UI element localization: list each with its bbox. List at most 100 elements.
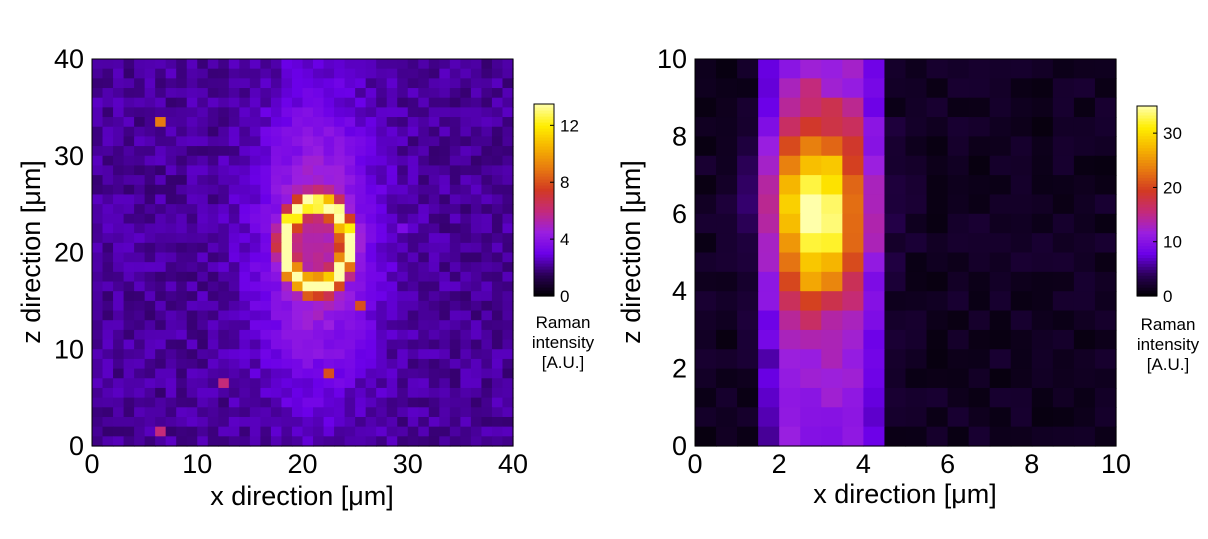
- heatmap-cell: [228, 184, 240, 196]
- heatmap-cell: [165, 271, 177, 283]
- heatmap-cell: [291, 155, 304, 167]
- heatmap-cell: [926, 368, 949, 389]
- heatmap-cell: [186, 175, 198, 186]
- colorbar-segment: [534, 119, 554, 123]
- heatmap-cell: [1031, 271, 1054, 292]
- heatmap-cell: [155, 358, 167, 370]
- heatmap-cell: [365, 378, 377, 389]
- heatmap-cell: [460, 165, 472, 176]
- heatmap-cell: [218, 126, 230, 138]
- heatmap-cell: [197, 242, 209, 254]
- heatmap-cell: [270, 426, 283, 437]
- heatmap-cell: [334, 310, 346, 321]
- heatmap-cell: [1073, 213, 1096, 234]
- heatmap-cell: [344, 358, 356, 370]
- heatmap-cell: [386, 262, 398, 273]
- heatmap-cell: [165, 165, 177, 176]
- heatmap-cell: [239, 165, 251, 176]
- heatmap-cell: [249, 242, 262, 254]
- heatmap-cell: [302, 349, 314, 360]
- heatmap-cell: [428, 78, 440, 89]
- heatmap-cell: [323, 242, 335, 254]
- heatmap-cell: [218, 426, 230, 437]
- heatmap-cell: [92, 426, 104, 437]
- heatmap-cell: [968, 271, 991, 292]
- heatmap-cell: [186, 252, 198, 263]
- heatmap-cell: [207, 252, 219, 263]
- heatmap-cell: [113, 358, 125, 370]
- heatmap-cell: [249, 165, 262, 176]
- heatmap-cell: [186, 397, 198, 408]
- heatmap-cell: [800, 387, 822, 408]
- heatmap-cell: [418, 204, 430, 215]
- heatmap-cell: [1094, 426, 1117, 447]
- heatmap-cell: [218, 155, 230, 167]
- y-tick-label: 20: [54, 238, 84, 268]
- heatmap-cell: [113, 378, 125, 389]
- heatmap-cell: [186, 97, 198, 108]
- heatmap-cell: [165, 397, 177, 408]
- heatmap-cell: [460, 271, 472, 283]
- heatmap-cell: [365, 126, 377, 138]
- heatmap-cell: [113, 387, 125, 399]
- heatmap-cell: [155, 436, 167, 447]
- heatmap-cell: [947, 136, 970, 157]
- heatmap-cell: [460, 329, 472, 341]
- heatmap-cell: [270, 329, 283, 341]
- heatmap-cell: [197, 155, 209, 167]
- heatmap-cell: [386, 378, 398, 389]
- heatmap-cell: [123, 310, 135, 321]
- heatmap-cell: [884, 271, 907, 292]
- heatmap-cell: [239, 107, 251, 118]
- heatmap-cell: [281, 194, 293, 205]
- heatmap-cell: [449, 59, 461, 70]
- heatmap-cell: [281, 368, 293, 379]
- heatmap-cell: [502, 358, 514, 370]
- heatmap-cell: [947, 117, 970, 137]
- heatmap-cell: [716, 97, 738, 118]
- heatmap-cell: [281, 358, 293, 370]
- heatmap-cell: [758, 194, 780, 215]
- heatmap-cell: [926, 252, 949, 273]
- heatmap-cell: [947, 387, 970, 408]
- heatmap-cell: [470, 59, 483, 70]
- heatmap-cell: [323, 397, 335, 408]
- heatmap-cell: [905, 252, 928, 273]
- heatmap-cell: [439, 329, 451, 341]
- heatmap-cell: [365, 194, 377, 205]
- x-tick-label: 6: [940, 449, 955, 479]
- heatmap-cell: [334, 184, 346, 196]
- heatmap-cell: [134, 136, 146, 147]
- heatmap-cell: [291, 184, 304, 196]
- heatmap-cell: [165, 252, 177, 263]
- heatmap-cell: [281, 271, 293, 283]
- heatmap-cell: [502, 126, 514, 138]
- colorbar-segment: [1137, 209, 1157, 214]
- heatmap-cell: [737, 252, 759, 273]
- heatmap-cell: [92, 126, 104, 138]
- heatmap-cell: [239, 281, 251, 292]
- heatmap-cell: [165, 97, 177, 108]
- heatmap-cell: [470, 310, 483, 321]
- heatmap-cell: [186, 78, 198, 89]
- heatmap-cell: [260, 310, 272, 321]
- heatmap-cell: [386, 291, 398, 302]
- heatmap-cell: [260, 184, 272, 196]
- heatmap-cell: [491, 126, 504, 138]
- heatmap-cell: [800, 329, 822, 350]
- heatmap-cell: [123, 397, 135, 408]
- heatmap-cell: [386, 204, 398, 215]
- heatmap-cell: [695, 233, 717, 254]
- heatmap-cell: [470, 107, 483, 118]
- heatmap-cell: [926, 233, 949, 254]
- colorbar-segment: [534, 293, 554, 297]
- heatmap-cell: [947, 368, 970, 389]
- heatmap-cell: [376, 271, 388, 283]
- x-tick-label: 2: [772, 449, 787, 479]
- heatmap-cell: [365, 117, 377, 128]
- heatmap-cell: [1052, 194, 1075, 215]
- colorbar-segment: [534, 260, 554, 264]
- heatmap-cell: [249, 88, 262, 99]
- heatmap-cell: [218, 88, 230, 99]
- colorbar-segment: [1137, 117, 1157, 122]
